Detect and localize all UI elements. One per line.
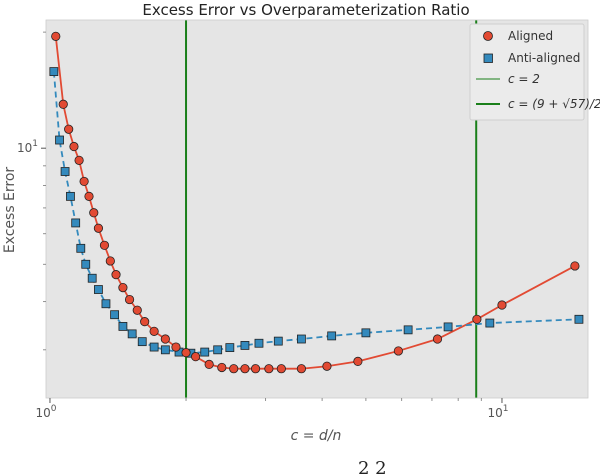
anti-aligned-point [149, 342, 159, 352]
anti-aligned-point [297, 334, 306, 344]
aligned-point [353, 356, 363, 366]
anti-aligned-point [76, 243, 86, 253]
anti-aligned-point [71, 218, 81, 228]
anti-aligned-point [55, 135, 64, 145]
anti-aligned-point [273, 336, 283, 346]
aligned-point [171, 342, 181, 352]
anti-aligned-point [327, 331, 337, 341]
anti-aligned-point [213, 345, 223, 355]
x-axis-label: c = d/n [291, 428, 342, 444]
anti-aligned-point [101, 299, 111, 309]
aligned-point [393, 346, 403, 356]
aligned-point [140, 317, 150, 327]
aligned-point [570, 261, 580, 271]
legend-marker-anti-aligned [483, 53, 493, 63]
anti-aligned-point [66, 191, 75, 201]
legend-label-c-root: c = (9 + √57)/2 [508, 97, 600, 111]
plot-frame [45, 19, 589, 399]
anti-aligned-point [361, 328, 371, 338]
aligned-point [111, 270, 121, 280]
aligned-point [322, 361, 332, 371]
aligned-point [276, 364, 286, 374]
aligned-point [79, 176, 89, 187]
y-axis-label: Excess Error [2, 167, 18, 254]
aligned-point [99, 240, 110, 250]
aligned-point [191, 352, 201, 362]
aligned-point [84, 191, 94, 201]
legend-marker-aligned [483, 31, 493, 41]
aligned-point [204, 359, 214, 369]
aligned-point [58, 99, 68, 109]
aligned-point [250, 364, 261, 374]
anti-aligned-point [574, 314, 584, 324]
legend-label-aligned: Aligned [508, 29, 553, 43]
aligned-point [64, 124, 74, 134]
aligned-point [240, 364, 250, 374]
caption-fragment: 2 2 [358, 458, 387, 476]
anti-aligned-point [403, 325, 413, 335]
legend: Aligned Anti-aligned c = 2 c = (9 + √57)/2 [469, 23, 600, 121]
aligned-point [51, 31, 61, 41]
aligned-point [69, 141, 79, 152]
anti-aligned-point [240, 341, 250, 350]
anti-aligned-point [49, 67, 59, 76]
anti-aligned-point [118, 322, 128, 331]
legend-box [469, 23, 585, 121]
anti-aligned-point [254, 338, 264, 348]
anti-aligned-point [137, 337, 147, 347]
aligned-point [160, 334, 170, 344]
anti-aligned-point [60, 167, 70, 176]
anti-aligned-point [160, 345, 170, 355]
aligned-point [118, 282, 128, 293]
aligned-point [217, 362, 227, 373]
aligned-point [296, 364, 307, 374]
anti-aligned-point [485, 318, 495, 328]
anti-aligned-point [443, 322, 453, 332]
y-tick-label: 101 [17, 139, 38, 155]
aligned-point [89, 208, 99, 218]
aligned-point [132, 305, 142, 315]
anti-aligned-point [127, 329, 137, 339]
legend-label-anti-aligned: Anti-aligned [508, 51, 580, 65]
legend-label-c2: c = 2 [508, 72, 540, 86]
x-tick-label: 101 [487, 404, 508, 420]
anti-aligned-point [87, 273, 97, 283]
aligned-point [124, 294, 135, 305]
aligned-point [497, 300, 507, 310]
aligned-point [264, 364, 274, 374]
aligned-point [93, 223, 104, 233]
aligned-point [74, 155, 84, 165]
anti-aligned-point [81, 259, 91, 269]
anti-aligned-point [110, 310, 120, 320]
anti-aligned-point [225, 343, 235, 353]
aligned-point [472, 314, 482, 324]
anti-aligned-point [94, 285, 103, 294]
anti-aligned-point [200, 347, 210, 357]
aligned-point [432, 334, 443, 344]
aligned-point [105, 256, 115, 266]
aligned-point [229, 364, 239, 374]
chart-title: Excess Error vs Overparameterization Rat… [142, 1, 469, 19]
aligned-point [149, 326, 159, 336]
x-tick-label: 100 [35, 404, 56, 420]
aligned-point [181, 348, 191, 358]
